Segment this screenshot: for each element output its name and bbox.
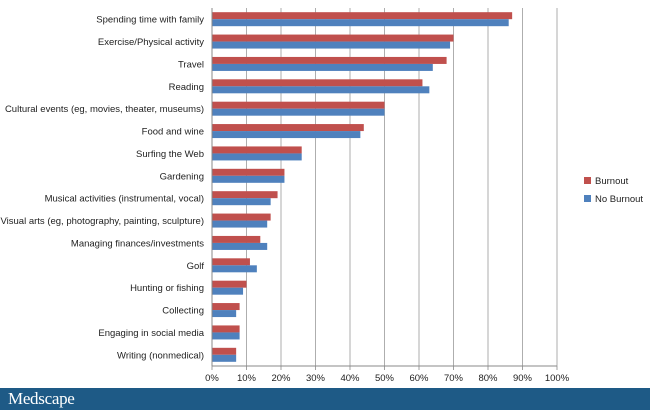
axes xyxy=(211,8,557,367)
x-tick-labels: 0% 10% 20% 30% 40% 50% 60% 70% 80% 90% 100% xyxy=(205,373,570,384)
bar-burnout xyxy=(212,235,261,243)
bar-no-burnout xyxy=(212,41,451,49)
x-tick-label: 20% xyxy=(271,373,291,384)
bar-no-burnout xyxy=(212,175,285,183)
bar-no-burnout xyxy=(212,287,244,295)
legend-swatch xyxy=(584,195,591,202)
category-label: Golf xyxy=(187,261,205,272)
category-label: Travel xyxy=(178,59,204,70)
x-tick-label: 80% xyxy=(478,373,498,384)
footer-bar: Medscape xyxy=(0,388,650,410)
bar-burnout xyxy=(212,258,250,266)
x-tick-label: 10% xyxy=(237,373,257,384)
category-label: Spending time with family xyxy=(96,15,204,26)
category-label: Food and wine xyxy=(142,127,204,138)
bar-burnout xyxy=(212,191,278,199)
bar-chart: Spending time with family Exercise/Physic… xyxy=(1,8,643,384)
bar-burnout xyxy=(212,101,385,109)
category-label: Managing finances/investments xyxy=(71,238,204,249)
category-label: Surfing the Web xyxy=(136,149,204,160)
legend: Burnout No Burnout xyxy=(584,176,643,205)
bar-burnout xyxy=(212,168,285,176)
bar-no-burnout xyxy=(212,310,237,318)
bar-no-burnout xyxy=(212,108,385,116)
bar-no-burnout xyxy=(212,242,268,250)
x-tick-label: 40% xyxy=(340,373,360,384)
bar-no-burnout xyxy=(212,354,237,362)
bar-no-burnout xyxy=(212,332,240,340)
bars xyxy=(212,12,513,362)
x-tick-label: 100% xyxy=(545,373,570,384)
x-tick-label: 60% xyxy=(409,373,429,384)
bar-no-burnout xyxy=(212,19,509,27)
category-label: Cultural events (eg, movies, theater, mu… xyxy=(5,104,204,115)
bar-no-burnout xyxy=(212,131,361,139)
category-labels: Spending time with family Exercise/Physic… xyxy=(1,15,205,362)
bar-burnout xyxy=(212,280,247,288)
bar-no-burnout xyxy=(212,198,271,206)
category-label: Visual arts (eg, photography, painting, … xyxy=(1,216,205,227)
legend-label: No Burnout xyxy=(595,194,643,205)
legend-label: Burnout xyxy=(595,176,629,187)
bar-no-burnout xyxy=(212,63,433,71)
bar-burnout xyxy=(212,34,454,42)
bar-burnout xyxy=(212,325,240,333)
bar-burnout xyxy=(212,56,447,64)
x-tick-label: 50% xyxy=(375,373,395,384)
category-label: Collecting xyxy=(162,306,204,317)
brand-logo-text: Medscape xyxy=(8,389,75,408)
category-label: Gardening xyxy=(160,171,204,182)
bar-no-burnout xyxy=(212,153,302,161)
bar-no-burnout xyxy=(212,86,430,94)
category-label: Reading xyxy=(169,82,204,93)
x-tick-label: 0% xyxy=(205,373,219,384)
bar-burnout xyxy=(212,79,423,87)
bar-no-burnout xyxy=(212,220,268,228)
bar-burnout xyxy=(212,347,237,355)
bar-burnout xyxy=(212,303,240,311)
x-tick-label: 30% xyxy=(306,373,326,384)
category-label: Engaging in social media xyxy=(98,328,204,339)
category-label: Musical activities (instrumental, vocal) xyxy=(45,194,204,205)
x-tick-label: 70% xyxy=(444,373,464,384)
bar-burnout xyxy=(212,124,364,132)
bar-burnout xyxy=(212,12,513,20)
bar-burnout xyxy=(212,213,271,221)
bar-no-burnout xyxy=(212,265,257,273)
category-label: Hunting or fishing xyxy=(130,283,204,294)
category-label: Exercise/Physical activity xyxy=(98,37,204,48)
x-tick-label: 90% xyxy=(513,373,533,384)
bar-burnout xyxy=(212,146,302,154)
category-label: Writing (nonmedical) xyxy=(117,350,204,361)
legend-swatch xyxy=(584,177,591,184)
